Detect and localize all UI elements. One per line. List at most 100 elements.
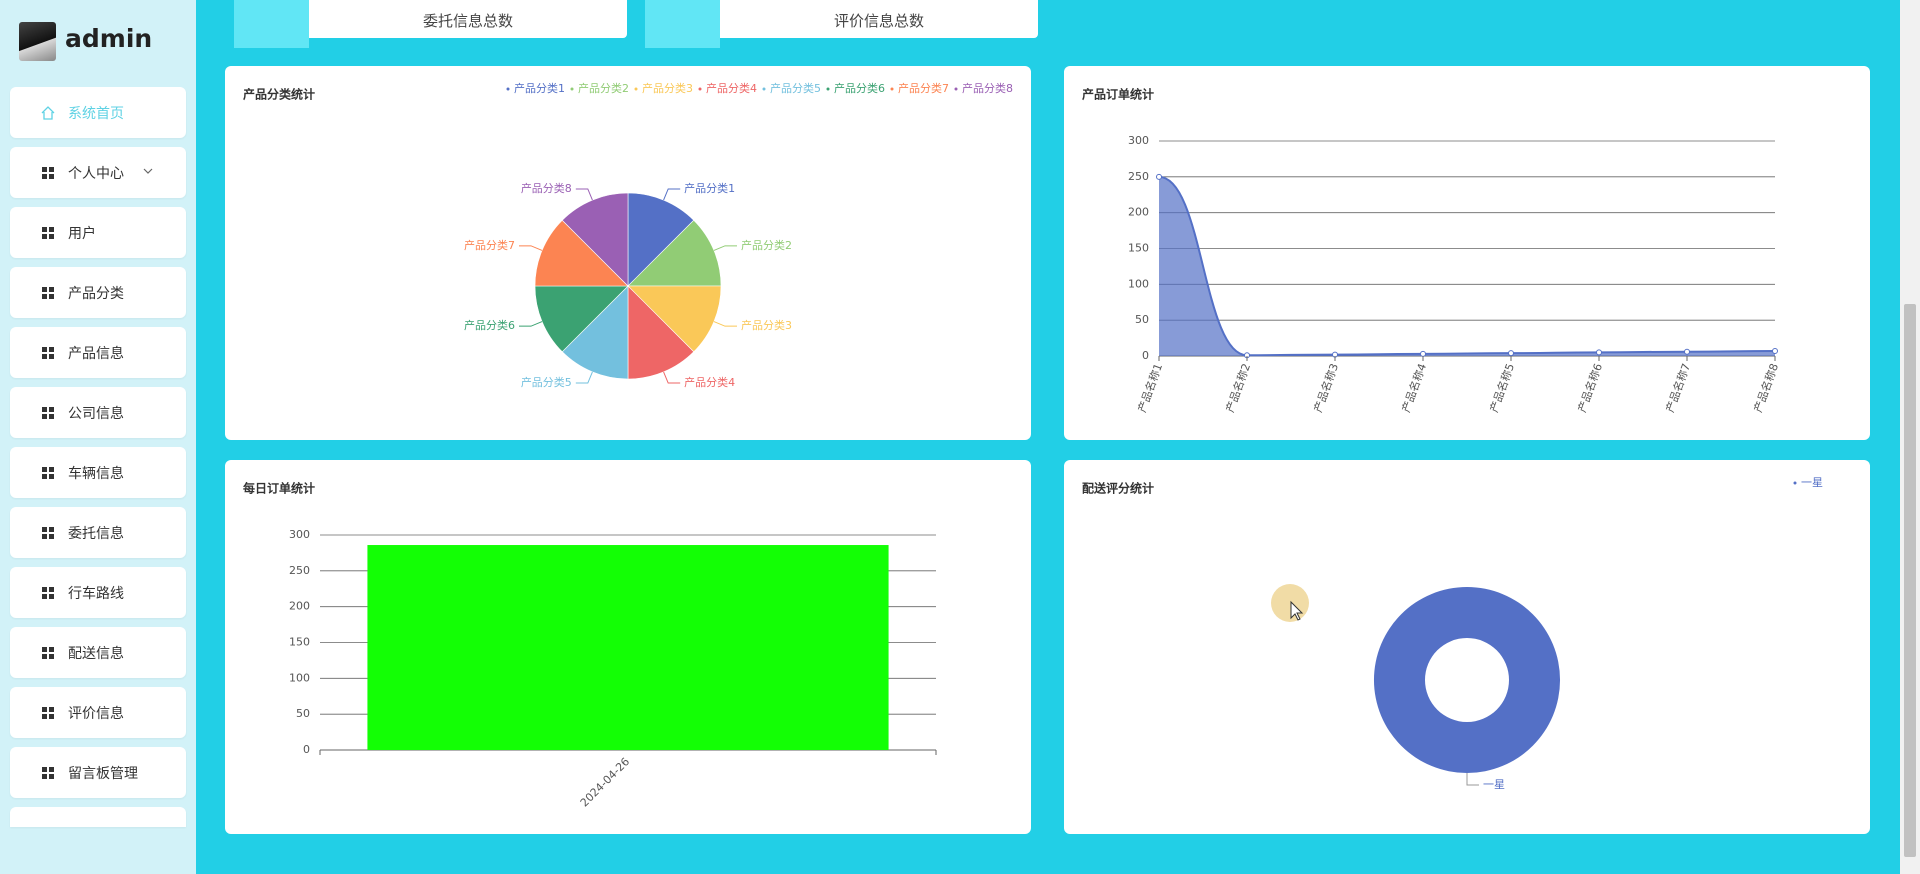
menu-icon xyxy=(42,526,54,539)
slice-label: 产品分类3 xyxy=(741,318,792,332)
menu-icon xyxy=(42,346,54,359)
label-line xyxy=(518,321,543,327)
legend-label: 产品分类6 xyxy=(834,81,885,95)
menu-item[interactable]: 评价信息 xyxy=(10,687,186,738)
stat-card: 委托信息总数 xyxy=(234,0,627,48)
bar xyxy=(367,545,889,750)
cursor-highlight xyxy=(1271,584,1309,622)
menu-icon xyxy=(42,406,54,419)
label-line xyxy=(713,245,738,251)
menu-item[interactable]: 个人中心 xyxy=(10,147,186,198)
menu-label: 产品信息 xyxy=(68,345,124,362)
y-tick-label: 200 xyxy=(1128,206,1149,219)
menu-item[interactable]: 用户 xyxy=(10,207,186,258)
legend-marker xyxy=(890,87,894,91)
chart-title: 每日订单统计 xyxy=(243,481,315,496)
menu-label: 委托信息 xyxy=(68,525,124,542)
legend-label: 产品分类4 xyxy=(706,81,757,95)
x-tick-label: 产品名称8 xyxy=(1751,361,1782,414)
chart-panel: 产品订单统计 0 50 100 150 200 250 300 产品名称1 产品名称2 产品名称3 产… xyxy=(1064,66,1870,440)
point xyxy=(1508,350,1514,357)
legend-label: 产品分类3 xyxy=(642,81,693,95)
menu-item[interactable]: 行车路线 xyxy=(10,567,186,618)
menu-item[interactable]: 配送信息 xyxy=(10,627,186,678)
x-tick-label: 产品名称4 xyxy=(1399,361,1430,414)
menu-label: 公司信息 xyxy=(68,405,124,422)
y-tick-label: 50 xyxy=(1135,313,1149,326)
menu-item[interactable]: 产品分类 xyxy=(10,267,186,318)
area xyxy=(1159,176,1775,356)
menu-item[interactable]: 留言板管理 xyxy=(10,747,186,798)
menu-label: 留言板管理 xyxy=(68,765,138,782)
y-tick-label: 300 xyxy=(289,528,310,541)
menu-label: 车辆信息 xyxy=(68,465,124,482)
label-line xyxy=(713,321,738,327)
menu-icon xyxy=(42,646,54,659)
chart-panel: 配送评分统计 一星 一星 xyxy=(1064,460,1870,834)
y-tick-label: 100 xyxy=(1128,277,1149,290)
label-line xyxy=(663,188,681,201)
menu-icon xyxy=(42,286,54,299)
legend-marker xyxy=(1793,481,1797,485)
card-icon xyxy=(234,0,309,48)
legend-marker xyxy=(954,87,958,91)
card-label: 委托信息总数 xyxy=(422,12,513,30)
y-tick-label: 200 xyxy=(289,600,310,613)
menu-item[interactable]: 产品信息 xyxy=(10,327,186,378)
menu-icon xyxy=(42,586,54,599)
menu-label: 评价信息 xyxy=(68,705,124,722)
legend-marker xyxy=(570,87,574,91)
menu-item[interactable]: 车辆信息 xyxy=(10,447,186,498)
scrollbar[interactable] xyxy=(1900,0,1920,874)
menu-label: 用户 xyxy=(68,225,96,242)
legend-marker xyxy=(826,87,830,91)
slice-label: 一星 xyxy=(1483,778,1505,791)
chart-panel: 每日订单统计 0 50 100 150 200 250 300 2024-04-26 xyxy=(225,460,1031,834)
scrollbar-thumb[interactable] xyxy=(1904,304,1916,857)
menu-icon xyxy=(42,166,54,179)
legend-marker xyxy=(762,87,766,91)
chart-title: 产品订单统计 xyxy=(1082,87,1154,102)
menu-item[interactable]: 公司信息 xyxy=(10,387,186,438)
label-line xyxy=(575,371,593,384)
legend-label: 产品分类8 xyxy=(962,81,1013,95)
line xyxy=(1158,175,1776,357)
point xyxy=(1156,173,1162,180)
legend-label: 一星 xyxy=(1801,476,1823,489)
legend-label: 产品分类1 xyxy=(514,81,565,95)
menu-icon xyxy=(41,105,55,120)
chart: 产品订单统计 0 50 100 150 200 250 300 产品名称1 产品名称2 产品名称3 产… xyxy=(1082,87,1782,415)
legend-marker xyxy=(634,87,638,91)
slice-label: 产品分类7 xyxy=(464,238,515,252)
menu-item[interactable]: 委托信息 xyxy=(10,507,186,558)
y-tick-label: 0 xyxy=(303,743,310,756)
point xyxy=(1596,349,1602,356)
legend-marker xyxy=(698,87,702,91)
sidebar: admin 系统首页 个人中心 用户 产品分类 产品信息 公司信息 车辆信息 委托信息 行车路线… xyxy=(0,0,196,874)
y-tick-label: 250 xyxy=(289,564,310,577)
label-line xyxy=(663,371,681,384)
x-tick-label: 产品名称6 xyxy=(1575,361,1606,414)
label-line xyxy=(1466,773,1479,786)
cursor xyxy=(1290,600,1304,621)
slice xyxy=(1373,587,1561,773)
menu-icon xyxy=(42,706,54,719)
menu-item[interactable]: 系统首页 xyxy=(10,87,186,138)
x-tick-label: 产品名称7 xyxy=(1663,361,1694,414)
slice-label: 产品分类6 xyxy=(464,318,515,332)
y-tick-label: 150 xyxy=(289,636,310,649)
x-tick-label: 产品名称2 xyxy=(1223,361,1254,414)
y-tick-label: 150 xyxy=(1128,242,1149,255)
menu-label: 配送信息 xyxy=(68,645,124,662)
legend-label: 产品分类7 xyxy=(898,81,949,95)
point xyxy=(1420,350,1426,357)
y-tick-label: 300 xyxy=(1128,134,1149,147)
menu-item-partial[interactable] xyxy=(10,807,186,827)
chart-panel: 产品分类统计 产品分类1 产品分类2 产品分类3 产品分类4 产品分类5 产品分类6 产品分类… xyxy=(225,66,1031,440)
slice-label: 产品分类1 xyxy=(684,181,735,195)
avatar xyxy=(19,22,56,61)
legend-marker xyxy=(506,87,510,91)
menu-icon xyxy=(42,226,54,239)
